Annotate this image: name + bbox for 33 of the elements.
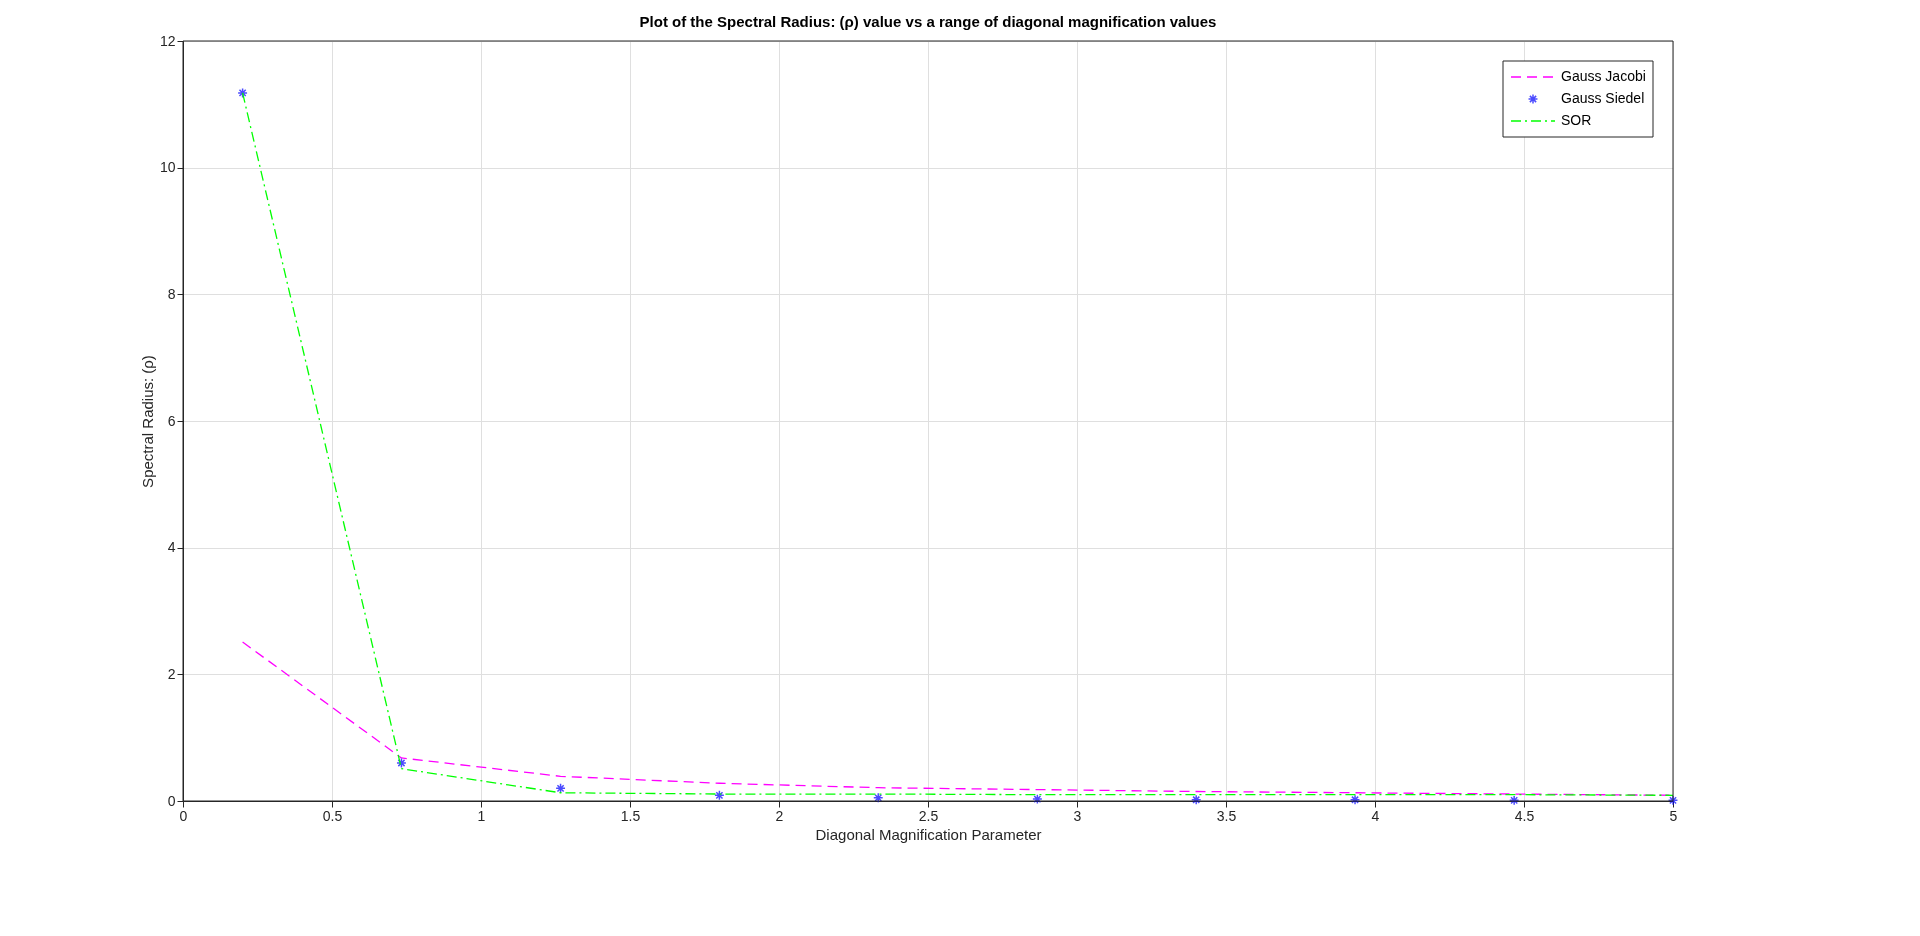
x-tick-label: 3.5 <box>1216 807 1237 824</box>
y-tick-label: 10 <box>159 159 176 176</box>
point <box>396 757 407 769</box>
chart-title: Plot of the Spectral Radius: (ρ) value vs a range of diagonal magnification values <box>639 13 1217 30</box>
point <box>1508 795 1520 806</box>
y-tick-label: 0 <box>167 792 176 809</box>
x-axis-title: Diagonal Magnification Parameter <box>815 825 1042 843</box>
x-tick-label: 1 <box>477 807 486 824</box>
point <box>1190 794 1202 805</box>
legend-label: Gauss Siedel <box>1561 90 1645 106</box>
x-tick-label: 2.5 <box>918 807 939 824</box>
x-tick-label: 1.5 <box>620 807 641 824</box>
y-tick-label: 8 <box>167 285 176 302</box>
line-series <box>241 92 1674 796</box>
point <box>237 87 248 99</box>
point <box>1349 794 1361 805</box>
point <box>1032 793 1043 805</box>
point <box>555 783 566 794</box>
x-tick-label: 2 <box>775 807 784 824</box>
legend-label: Gauss Jacobi <box>1561 68 1646 84</box>
y-tick-label: 12 <box>159 32 176 49</box>
x-tick-label: 3 <box>1073 807 1082 824</box>
point <box>714 790 725 801</box>
y-axis-title: Spectral Radius: (ρ) <box>138 355 156 488</box>
x-tick-label: 4 <box>1371 807 1380 824</box>
x-tick-label: 0 <box>179 807 188 824</box>
x-tick-label: 0.5 <box>322 807 343 824</box>
y-tick-label: 2 <box>167 665 176 682</box>
legend-label: SOR <box>1561 112 1592 128</box>
y-tick-label: 6 <box>167 412 176 429</box>
x-tick-label: 5 <box>1669 807 1678 824</box>
y-tick-label: 4 <box>167 539 176 556</box>
x-tick-label: 4.5 <box>1514 807 1535 824</box>
